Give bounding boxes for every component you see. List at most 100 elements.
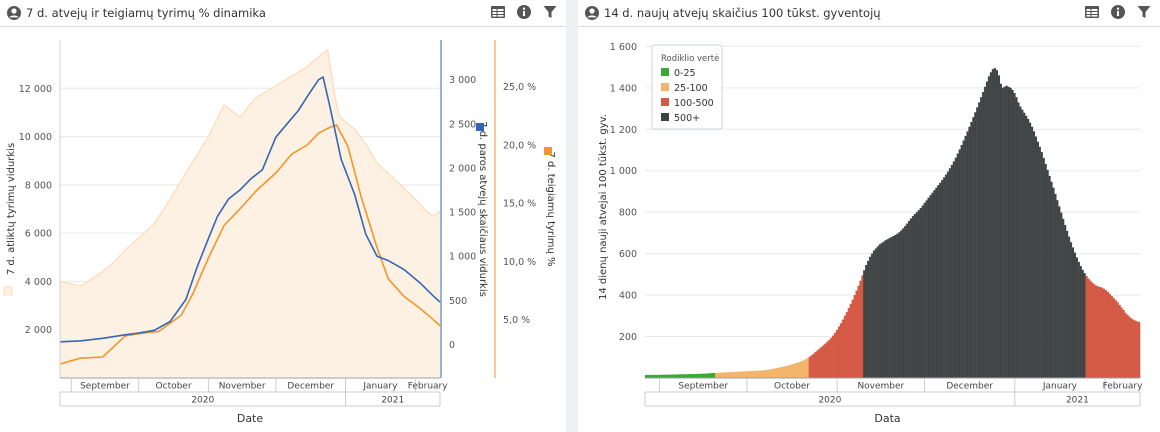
bar	[867, 260, 870, 378]
bar	[941, 180, 944, 378]
bar	[656, 374, 659, 378]
bar	[773, 368, 776, 378]
bar	[908, 220, 911, 378]
bar	[853, 295, 856, 378]
x-axis-title: Date	[237, 412, 264, 425]
bar	[1122, 310, 1125, 378]
info-icon[interactable]	[1110, 4, 1126, 20]
bar	[913, 214, 917, 378]
bar	[1036, 141, 1039, 378]
bar	[728, 372, 732, 378]
bar	[703, 373, 706, 378]
bar	[1060, 212, 1063, 378]
table-icon[interactable]	[490, 4, 506, 20]
legend-label[interactable]: 500+	[674, 113, 700, 124]
bar	[945, 174, 948, 378]
bar	[892, 236, 895, 378]
bar	[693, 374, 696, 378]
bar	[956, 153, 960, 378]
bar	[1097, 286, 1100, 378]
bar	[884, 240, 887, 378]
bar	[705, 373, 708, 378]
bar	[991, 69, 995, 378]
bar	[738, 371, 741, 378]
bar	[1104, 290, 1108, 378]
bar	[986, 81, 989, 378]
legend-swatch	[661, 68, 669, 76]
bar	[645, 374, 648, 378]
bar	[758, 370, 761, 378]
bar	[814, 351, 817, 378]
bar	[783, 366, 786, 378]
bar	[984, 86, 987, 378]
bar	[1079, 266, 1082, 378]
bar	[648, 374, 652, 378]
bar	[849, 303, 852, 378]
bar	[761, 370, 765, 378]
month-label: February	[1103, 382, 1144, 392]
bar	[818, 348, 821, 378]
cases-tick-label: 1 000	[449, 252, 476, 263]
bar	[980, 97, 983, 379]
bar	[1118, 305, 1121, 378]
bar	[1056, 200, 1059, 378]
bar	[952, 161, 956, 378]
bar	[900, 230, 903, 378]
bar	[1087, 278, 1090, 378]
y-tick-label: 400	[619, 291, 637, 302]
bar	[861, 275, 864, 378]
bar	[919, 208, 923, 378]
bar	[964, 135, 967, 378]
year-label: 2021	[1066, 396, 1089, 406]
positive-tick-label: 10,0 %	[503, 257, 536, 268]
tests-axis-title: 7 d. atliktų tyrimų vidurkis	[6, 143, 17, 275]
bar	[888, 238, 891, 378]
bar	[719, 372, 722, 378]
y-tick-label: 800	[619, 208, 637, 219]
month-label: November	[219, 382, 266, 392]
bar	[960, 145, 963, 378]
bar	[810, 355, 813, 378]
month-label: October	[156, 382, 192, 392]
x-axis-title: Data	[874, 412, 900, 425]
left-panel-header: 7 d. atvejų ir teigiamų tyrimų % dinamik…	[0, 0, 566, 27]
panel-gap	[566, 0, 578, 432]
filter-icon[interactable]	[1136, 4, 1152, 20]
bar	[1007, 86, 1010, 378]
legend-label[interactable]: 100-500	[674, 98, 714, 109]
bar	[798, 361, 802, 378]
legend-label[interactable]: 0-25	[674, 68, 696, 79]
bar	[1064, 225, 1067, 378]
bar	[822, 345, 825, 378]
bar	[734, 371, 737, 378]
right-panel: 14 d. naujų atvejų skaičius 100 tūkst. g…	[578, 0, 1160, 432]
bar	[978, 102, 981, 378]
bar	[715, 372, 718, 378]
bar	[921, 205, 924, 378]
bar	[1106, 291, 1110, 378]
legend-title: Rodiklio vertė	[661, 54, 719, 64]
legend-label[interactable]: 25-100	[674, 83, 708, 94]
y-tick-label: 1 400	[610, 83, 637, 94]
bar	[931, 192, 934, 378]
tests-tick-label: 2 000	[25, 325, 52, 336]
bar	[1099, 287, 1102, 378]
bar	[711, 373, 714, 378]
bar	[851, 299, 854, 378]
bar	[771, 368, 774, 378]
bar	[691, 374, 695, 378]
cases-axis-title: 7 d. paros atvejų skaičiaus vidurkis	[477, 121, 489, 297]
bar	[830, 337, 833, 378]
user-circle-icon	[585, 6, 599, 20]
bar	[906, 223, 909, 378]
bar	[1054, 193, 1057, 378]
filter-icon[interactable]	[542, 4, 558, 20]
bar	[1050, 181, 1053, 378]
info-icon[interactable]	[516, 4, 532, 20]
user-circle-icon	[7, 6, 21, 20]
bar	[1040, 152, 1043, 378]
bar	[966, 131, 969, 378]
bar	[672, 374, 675, 378]
table-icon[interactable]	[1084, 4, 1100, 20]
bar	[736, 371, 739, 378]
